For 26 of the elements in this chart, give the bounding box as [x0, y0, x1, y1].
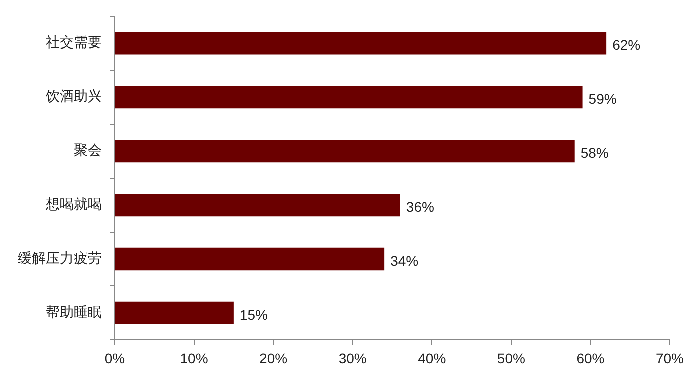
x-tick-label: 10%	[180, 350, 208, 366]
bar	[116, 32, 607, 55]
x-tick-label: 70%	[656, 350, 684, 366]
y-tick-label: 社交需要	[46, 34, 102, 50]
x-tick-label: 30%	[338, 350, 367, 366]
x-tick-label: 50%	[497, 350, 526, 366]
data-label: 62%	[612, 37, 641, 54]
x-tick-label: 0%	[104, 350, 126, 366]
y-tick-label: 缓解压力疲劳	[18, 250, 102, 266]
data-label: 34%	[390, 253, 419, 270]
data-label: 59%	[588, 91, 617, 108]
data-label: 36%	[406, 199, 434, 216]
data-label: 58%	[580, 145, 609, 162]
x-tick-label: 40%	[418, 350, 446, 366]
y-tick-label: 帮助睡眠	[46, 304, 102, 320]
y-tick-label: 饮酒助兴	[45, 88, 102, 104]
bar	[116, 140, 575, 163]
bar	[116, 194, 400, 217]
x-tick-label: 60%	[576, 350, 605, 366]
x-tick-label: 20%	[260, 350, 288, 366]
data-label: 15%	[240, 307, 268, 324]
bar	[116, 302, 234, 325]
bar	[116, 86, 583, 109]
y-tick-label: 想喝就喝	[45, 196, 102, 212]
bar	[116, 248, 385, 271]
y-tick-label: 聚会	[74, 142, 102, 158]
